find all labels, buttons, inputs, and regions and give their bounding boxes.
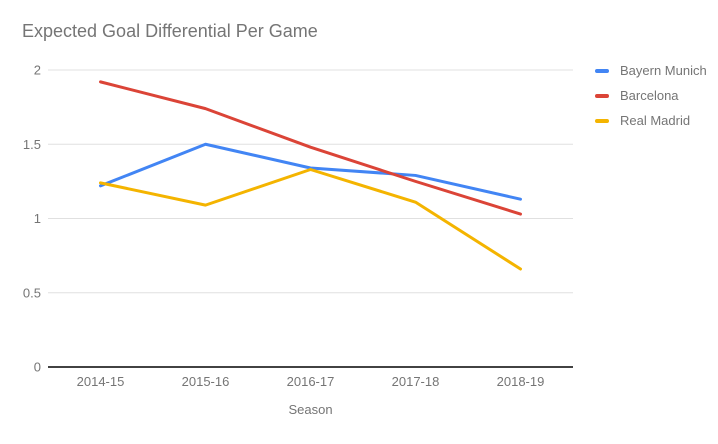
y-tick-label: 0.5 (23, 285, 41, 300)
x-tick-label: 2014-15 (77, 374, 125, 389)
y-tick-label: 1 (34, 211, 41, 226)
x-tick-label: 2016-17 (287, 374, 335, 389)
legend-item-real-madrid: Real Madrid (595, 108, 707, 133)
legend-item-bayern-munich: Bayern Munich (595, 58, 707, 83)
y-tick-label: 0 (34, 360, 41, 375)
x-tick-label: 2017-18 (392, 374, 440, 389)
x-axis-title: Season (288, 402, 333, 417)
legend-item-barcelona: Barcelona (595, 83, 707, 108)
y-tick-label: 1.5 (23, 137, 41, 152)
series-line-bayern-munich (99, 142, 522, 201)
x-tick-label: 2015-16 (182, 374, 230, 389)
legend-label-bayern-munich: Bayern Munich (620, 63, 707, 78)
legend-swatch-bayern-munich (595, 68, 609, 73)
chart-title: Expected Goal Differential Per Game (22, 21, 318, 41)
legend-swatch-barcelona (595, 93, 609, 98)
x-tick-label: 2018-19 (497, 374, 545, 389)
y-tick-label: 2 (34, 63, 41, 78)
series-line-real-madrid (99, 167, 522, 271)
legend-swatch-real-madrid (595, 118, 609, 123)
series-line-barcelona (99, 80, 522, 216)
legend: Bayern Munich Barcelona Real Madrid (595, 58, 707, 133)
legend-label-real-madrid: Real Madrid (620, 113, 691, 128)
legend-label-barcelona: Barcelona (620, 88, 679, 103)
